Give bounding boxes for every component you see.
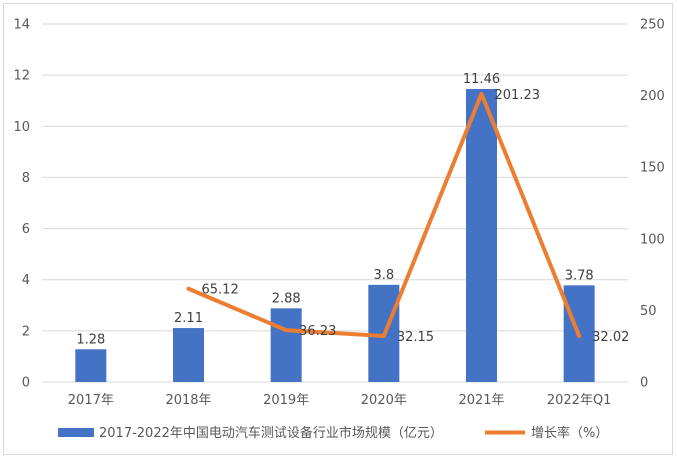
bar xyxy=(270,308,302,382)
left-tick-label: 8 xyxy=(22,171,30,186)
bar-value-label: 3.8 xyxy=(373,268,394,283)
x-axis-ticks: 2017年 2018年 2019年 2020年 2021年 2022年Q1 xyxy=(68,393,612,408)
line-point xyxy=(578,335,580,337)
right-axis-ticks: 0 50 100 150 200 250 xyxy=(640,18,665,391)
left-tick-label: 2 xyxy=(22,324,30,339)
bar-value-label: 11.46 xyxy=(463,72,500,87)
bar-value-label: 1.28 xyxy=(76,332,105,347)
bar xyxy=(75,349,107,382)
legend-bar-label: 2017-2022年中国电动汽车测试设备行业市场规模（亿元） xyxy=(99,425,443,441)
line-value-label: 32.02 xyxy=(592,330,629,345)
legend: 2017-2022年中国电动汽车测试设备行业市场规模（亿元） 增长率（%） xyxy=(58,425,608,441)
left-tick-label: 6 xyxy=(22,222,30,237)
right-tick-label: 150 xyxy=(640,161,665,176)
right-tick-label: 100 xyxy=(640,232,665,247)
bar xyxy=(173,328,204,382)
line-value-label: 201.23 xyxy=(495,88,541,103)
gridlines xyxy=(42,23,628,383)
legend-line-label: 增长率（%） xyxy=(531,425,608,441)
right-tick-label: 200 xyxy=(640,89,665,104)
right-tick-label: 0 xyxy=(640,376,648,391)
left-tick-label: 12 xyxy=(13,69,30,84)
bar-value-label: 2.88 xyxy=(272,291,301,306)
x-tick-label: 2017年 xyxy=(68,393,114,408)
line-point xyxy=(285,329,287,331)
left-axis-ticks: 0 2 4 6 8 10 12 14 xyxy=(13,18,30,391)
x-tick-label: 2018年 xyxy=(165,393,211,408)
x-tick-label: 2020年 xyxy=(361,393,407,408)
left-tick-label: 0 xyxy=(22,376,30,391)
legend-bar-swatch xyxy=(58,428,94,437)
bar xyxy=(466,88,497,383)
left-tick-label: 14 xyxy=(13,18,30,33)
line-data-labels: 65.12 36.23 32.15 201.23 32.02 xyxy=(202,88,630,345)
line-point xyxy=(481,93,482,95)
right-tick-label: 250 xyxy=(640,18,665,33)
x-tick-label: 2019年 xyxy=(263,393,309,408)
left-tick-label: 10 xyxy=(13,120,30,135)
left-tick-label: 4 xyxy=(22,273,30,288)
bar-value-label: 3.78 xyxy=(565,268,594,283)
line-point xyxy=(383,335,385,337)
x-tick-label: 2022年Q1 xyxy=(547,393,612,408)
bar-value-label: 2.11 xyxy=(174,311,203,326)
line-value-label: 32.15 xyxy=(397,330,434,345)
line-point xyxy=(188,288,189,290)
bar-data-labels: 1.28 2.11 2.88 3.8 11.46 3.78 xyxy=(76,72,593,347)
line-series xyxy=(186,91,582,339)
right-tick-label: 50 xyxy=(640,304,657,319)
x-tick-label: 2021年 xyxy=(458,393,504,408)
line-value-label: 65.12 xyxy=(202,283,239,298)
line-value-label: 36.23 xyxy=(299,324,336,339)
